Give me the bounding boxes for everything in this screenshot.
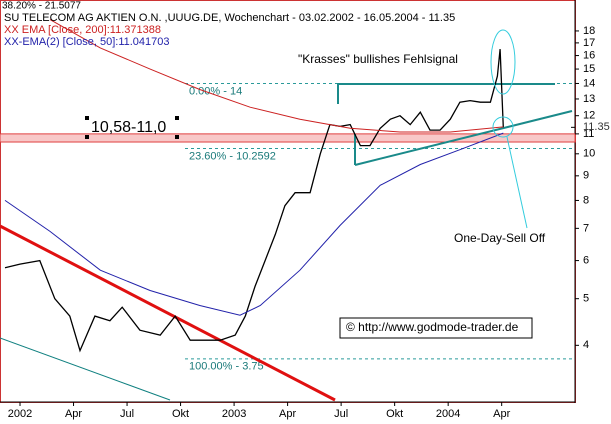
zone-group xyxy=(0,133,576,143)
y-tick-label: 17 xyxy=(583,37,595,49)
fib-label: 0.00% - 14 xyxy=(189,85,242,97)
x-tick-label: Apr xyxy=(65,408,82,420)
fib-group: 0.00% - 14 23.60% - 10.2592 100.00% - 3.75 xyxy=(185,82,575,373)
copyright-box xyxy=(339,317,533,339)
lower-channel-line xyxy=(0,337,171,401)
series-line xyxy=(4,132,504,316)
x-tick-label: 2003 xyxy=(222,408,246,420)
resistance-line xyxy=(337,83,555,104)
y-tick-label: 18 xyxy=(583,25,595,37)
x-tick-label: Okt xyxy=(172,408,189,420)
x-tick-label: Okt xyxy=(386,408,403,420)
y-tick-label: 15 xyxy=(583,63,595,75)
selloff-highlight xyxy=(492,116,514,138)
annotation: "Krasses" bullishes Fehlsignal xyxy=(298,52,458,66)
downtrend-line xyxy=(0,224,336,402)
handle xyxy=(85,116,89,120)
y-tick-label: 9 xyxy=(583,170,589,182)
y-tick-label: 11 xyxy=(583,128,594,140)
y-tick-label: 6 xyxy=(583,254,589,266)
y-tick-label: 12 xyxy=(583,110,595,122)
x-tick-label: 2002 xyxy=(8,408,32,420)
x-tick-label: Jul xyxy=(334,408,348,420)
zone-band xyxy=(0,133,576,143)
series-line xyxy=(4,49,504,353)
y-tick-label: 8 xyxy=(583,194,589,206)
y-tick-label: 13 xyxy=(583,93,595,105)
y-tick-label: 14 xyxy=(583,77,595,89)
top-note: 38.20% - 21.5077 xyxy=(2,1,81,12)
y-tick-label: 7 xyxy=(583,222,589,234)
zone-label: 10,58-11,0 xyxy=(91,119,166,136)
callout-line xyxy=(506,136,528,229)
handle xyxy=(175,116,179,120)
y-tick-label: 5 xyxy=(583,293,589,305)
x-tick-label: Apr xyxy=(493,408,510,420)
legend-entry: XX-EMA(2) [Close, 50]:11.041703 xyxy=(4,36,170,48)
y-tick-label: 10 xyxy=(583,148,595,160)
x-tick-label: 2004 xyxy=(436,408,460,420)
chart-title: SU TELECOM AG AKTIEN O.N. ,UUUG.DE, Woch… xyxy=(4,12,455,24)
annotation: One-Day-Sell Off xyxy=(454,231,546,245)
x-tick-label: Jul xyxy=(120,408,134,420)
handle xyxy=(175,135,179,139)
fib-label: 100.00% - 3.75 xyxy=(189,361,264,373)
last-price-label: 11.35 xyxy=(583,121,610,133)
zone-label-handles xyxy=(85,116,179,139)
copyright: © http://www.godmode-trader.de xyxy=(346,320,519,334)
series-group xyxy=(4,19,504,353)
y-tick-label: 4 xyxy=(583,339,589,351)
x-tick-label: Apr xyxy=(279,408,296,420)
legend-entry: XX EMA [Close, 200]:11.371388 xyxy=(4,24,161,36)
series-line xyxy=(49,19,504,133)
spike-highlight xyxy=(490,29,516,95)
fib-label: 23.60% - 10.2592 xyxy=(189,150,276,162)
y-tick-label: 16 xyxy=(583,49,595,61)
handle xyxy=(85,135,89,139)
support-line xyxy=(354,110,573,166)
